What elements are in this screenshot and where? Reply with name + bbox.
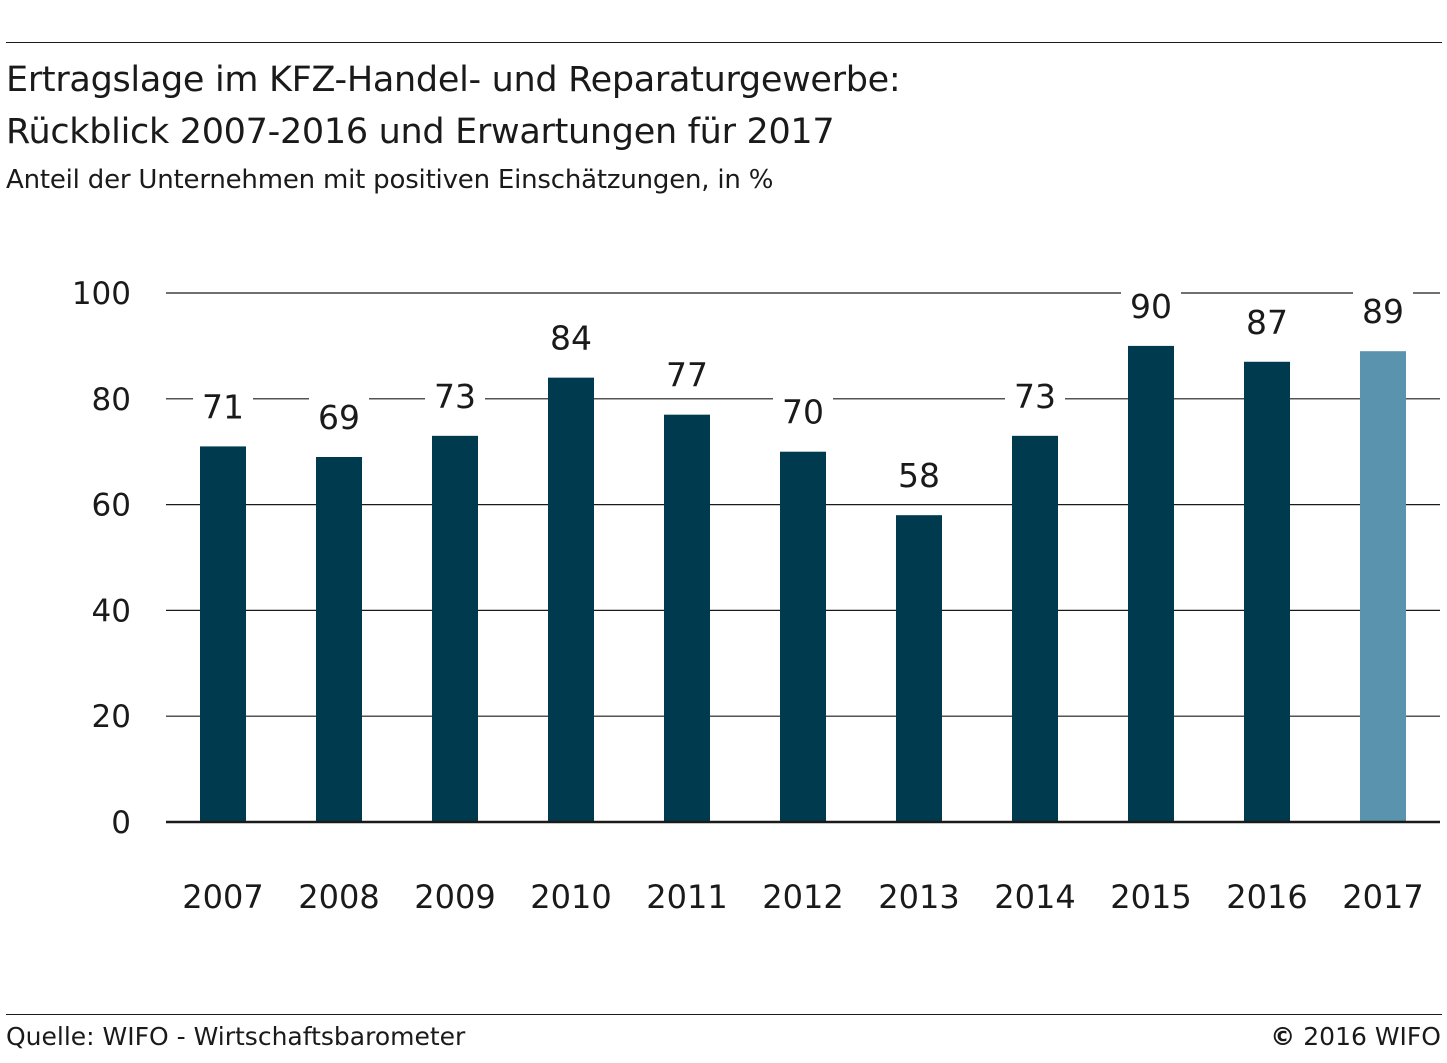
chart-title-line-2: Rückblick 2007-2016 und Erwartungen für … bbox=[6, 112, 835, 152]
y-tick-label: 20 bbox=[92, 699, 131, 735]
y-tick-label: 80 bbox=[92, 382, 131, 418]
value-label-backdrop bbox=[657, 352, 717, 397]
value-label: 77 bbox=[666, 356, 708, 395]
bar bbox=[316, 456, 362, 822]
copyright-note: © 2016 WIFO bbox=[1270, 1022, 1441, 1051]
value-label-backdrop bbox=[1237, 299, 1297, 344]
x-tick-label: 2017 bbox=[1342, 878, 1423, 916]
x-tick-label: 2016 bbox=[1226, 878, 1307, 916]
x-tick-label: 2007 bbox=[182, 878, 263, 916]
value-label-backdrop bbox=[541, 315, 601, 360]
value-label: 71 bbox=[202, 387, 244, 426]
x-tick-label: 2008 bbox=[298, 878, 379, 916]
value-label-backdrop bbox=[1121, 283, 1181, 328]
value-label: 69 bbox=[318, 398, 360, 437]
x-tick-label: 2009 bbox=[414, 878, 495, 916]
value-label: 90 bbox=[1130, 287, 1172, 326]
value-label: 84 bbox=[550, 319, 592, 358]
x-tick-label: 2010 bbox=[530, 878, 611, 916]
value-label-backdrop bbox=[1353, 289, 1413, 334]
value-label-backdrop bbox=[889, 453, 949, 498]
value-label-backdrop bbox=[1005, 373, 1065, 418]
source-note: Quelle: WIFO - Wirtschaftsbarometer bbox=[6, 1022, 466, 1051]
value-label: 73 bbox=[434, 377, 476, 416]
value-label-backdrop bbox=[309, 394, 369, 439]
value-label: 87 bbox=[1246, 303, 1288, 342]
value-label: 73 bbox=[1014, 377, 1056, 416]
chart-title-line-1: Ertragslage im KFZ-Handel- und Reparatur… bbox=[6, 60, 901, 100]
bar bbox=[548, 377, 594, 822]
bar bbox=[664, 414, 710, 822]
top-rule bbox=[6, 42, 1442, 43]
value-label: 58 bbox=[898, 456, 940, 495]
y-tick-label: 40 bbox=[92, 593, 131, 629]
value-label: 89 bbox=[1362, 292, 1404, 331]
value-label: 70 bbox=[782, 393, 824, 432]
bar bbox=[1012, 435, 1058, 822]
x-tick-label: 2013 bbox=[878, 878, 959, 916]
y-tick-label: 60 bbox=[92, 488, 131, 524]
bar bbox=[1360, 351, 1406, 822]
bar bbox=[1128, 345, 1174, 822]
bar bbox=[896, 515, 942, 822]
copyright-text: 2016 WIFO bbox=[1303, 1022, 1441, 1051]
x-tick-label: 2012 bbox=[762, 878, 843, 916]
bar bbox=[1244, 361, 1290, 822]
x-tick-label: 2015 bbox=[1110, 878, 1191, 916]
bar bbox=[432, 435, 478, 822]
y-tick-label: 100 bbox=[72, 276, 131, 312]
value-label-backdrop bbox=[773, 389, 833, 434]
value-label-backdrop bbox=[425, 373, 485, 418]
bar bbox=[200, 446, 246, 822]
bar bbox=[780, 451, 826, 822]
chart-subtitle: Anteil der Unternehmen mit positiven Ein… bbox=[6, 165, 774, 195]
value-label-backdrop bbox=[193, 384, 253, 429]
y-tick-label: 0 bbox=[111, 805, 131, 841]
x-tick-label: 2011 bbox=[646, 878, 727, 916]
x-tick-label: 2014 bbox=[994, 878, 1075, 916]
copyright-symbol: © bbox=[1270, 1022, 1296, 1051]
bottom-rule bbox=[6, 1014, 1442, 1015]
